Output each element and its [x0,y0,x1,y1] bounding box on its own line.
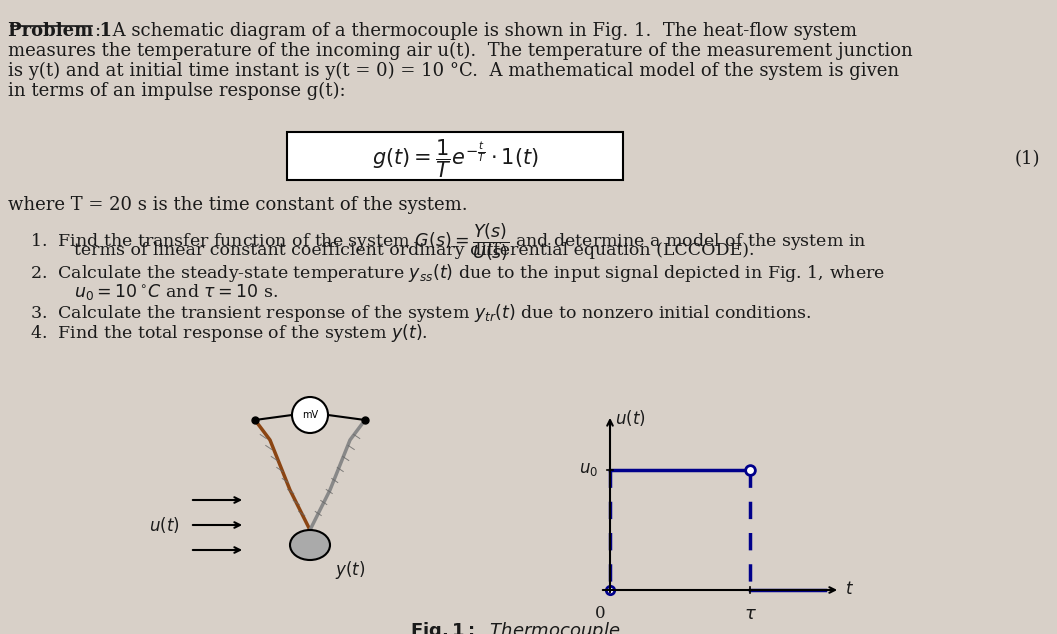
Text: 4.  Find the total response of the system $y(t)$.: 4. Find the total response of the system… [30,322,428,344]
Circle shape [292,397,328,433]
Text: $t$: $t$ [845,581,854,598]
Text: $\bf{Fig. 1:}$  $\it{Thermocouple}$: $\bf{Fig. 1:}$ $\it{Thermocouple}$ [410,620,620,634]
Text: $u(t)$: $u(t)$ [149,515,180,535]
Text: $u(t)$: $u(t)$ [615,408,646,428]
Text: terms of linear constant coefficient ordinary differential equation (LCCODE).: terms of linear constant coefficient ord… [30,242,755,259]
Text: (1): (1) [1015,150,1040,168]
Text: is y(t) and at initial time instant is y(t = 0) = 10 °C.  A mathematical model o: is y(t) and at initial time instant is y… [8,62,900,81]
Text: :  A schematic diagram of a thermocouple is shown in Fig. 1.  The heat-flow syst: : A schematic diagram of a thermocouple … [95,22,857,40]
Text: $g(t) = \dfrac{1}{T}e^{-\frac{t}{T}} \cdot 1(t)$: $g(t) = \dfrac{1}{T}e^{-\frac{t}{T}} \cd… [372,138,538,180]
Text: $u_0$: $u_0$ [579,462,598,479]
Text: in terms of an impulse response g(t):: in terms of an impulse response g(t): [8,82,346,100]
Text: 2.  Calculate the steady-state temperature $y_{ss}(t)$ due to the input signal d: 2. Calculate the steady-state temperatur… [30,262,885,284]
Text: 1.  Find the transfer function of the system $G(s) = \dfrac{Y(s)}{U(s)}$ and det: 1. Find the transfer function of the sys… [30,222,867,263]
Text: 3.  Calculate the transient response of the system $y_{tr}(t)$ due to nonzero in: 3. Calculate the transient response of t… [30,302,812,324]
Text: mV: mV [302,410,318,420]
FancyBboxPatch shape [288,132,623,180]
Text: 0: 0 [595,605,606,622]
Text: measures the temperature of the incoming air u(t).  The temperature of the measu: measures the temperature of the incoming… [8,42,913,60]
Text: where T = 20 s is the time constant of the system.: where T = 20 s is the time constant of t… [8,196,467,214]
Text: Problem 1: Problem 1 [8,22,112,40]
Text: $y(t)$: $y(t)$ [335,559,366,581]
Text: $\tau$: $\tau$ [743,605,757,623]
Text: $u_0 = 10\,^{\circ}C$ and $\tau = 10$ s.: $u_0 = 10\,^{\circ}C$ and $\tau = 10$ s. [30,282,278,302]
Ellipse shape [290,530,330,560]
